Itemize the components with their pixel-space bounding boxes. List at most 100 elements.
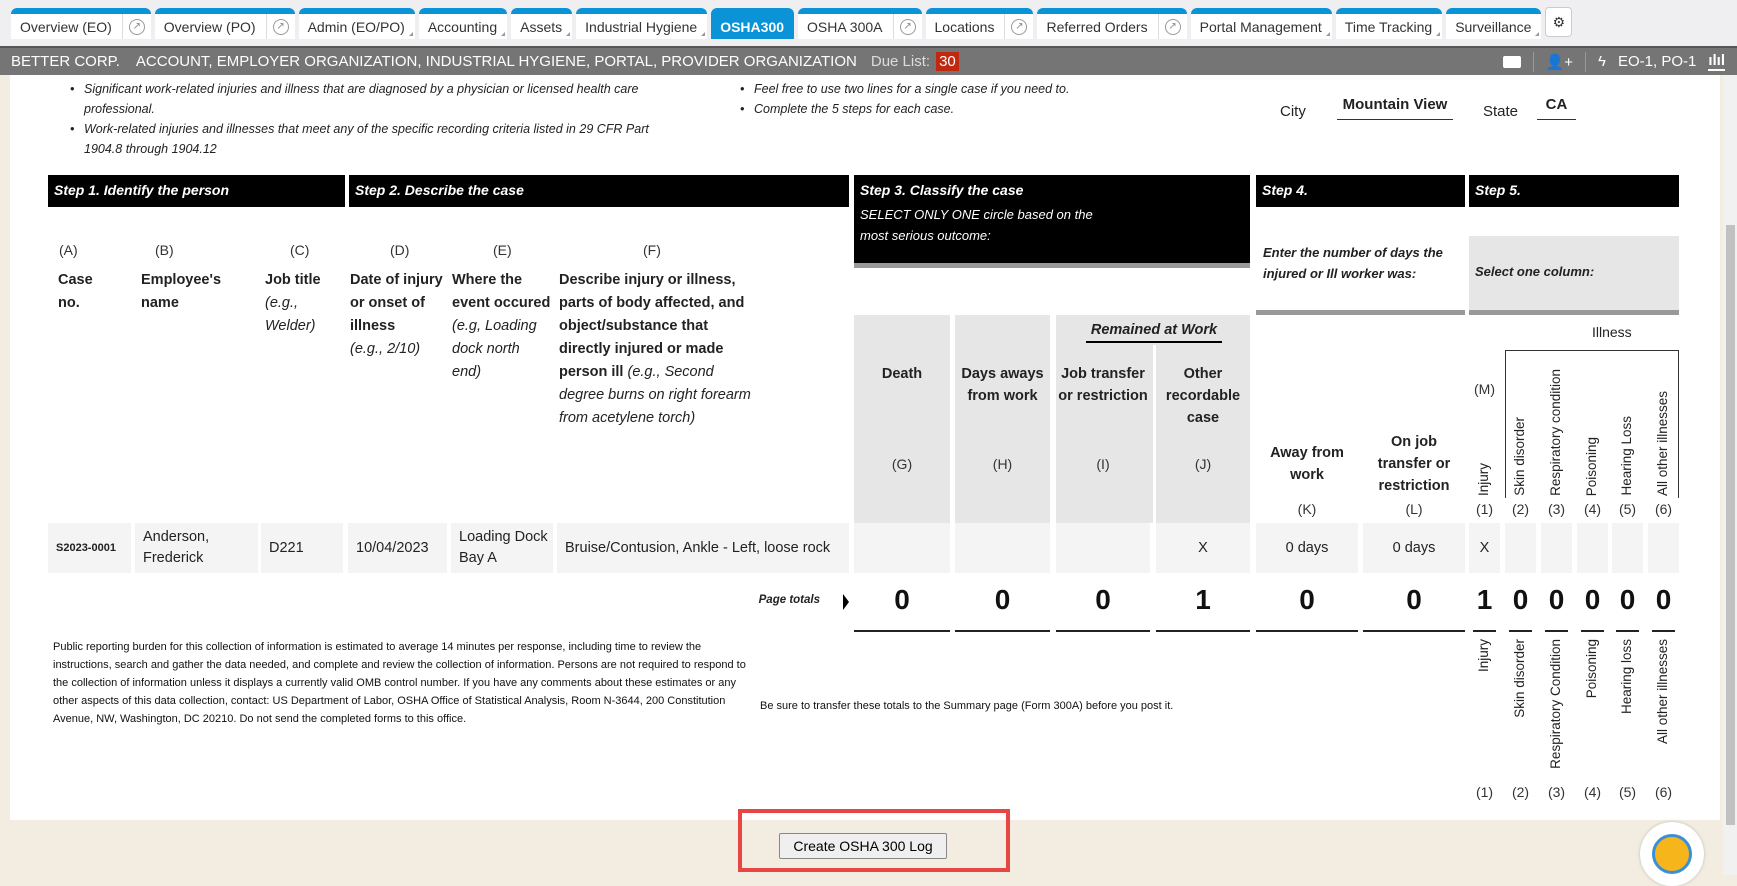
total-type-4: 0: [1584, 584, 1601, 615]
tab-industrial-hygiene[interactable]: Industrial Hygiene: [576, 8, 708, 39]
open-external-icon[interactable]: ↗: [1004, 14, 1033, 39]
total-underline: [1652, 630, 1675, 632]
tab-surveillance[interactable]: Surveillance: [1446, 8, 1542, 39]
footer-type-number: (5): [1618, 784, 1637, 800]
tab-overview-po-[interactable]: Overview (PO) ↗: [154, 8, 295, 39]
scrollbar[interactable]: [1723, 75, 1737, 875]
video-camera-icon[interactable]: [1502, 55, 1521, 68]
illness-label: Illness: [1592, 324, 1632, 340]
footer-type-number: (1): [1475, 784, 1494, 800]
divider: [1585, 51, 1587, 72]
injury-type-header: Hearing Loss: [1619, 416, 1634, 496]
step3-title: Step 3. Classify the case: [860, 182, 1024, 198]
cell-L[interactable]: 0 days: [1363, 523, 1465, 573]
mascot-icon: [1652, 834, 1692, 874]
injury-type-header: All other illnesses: [1655, 391, 1670, 497]
cell-case[interactable]: S2023-0001: [48, 523, 131, 573]
tab-overview-eo-[interactable]: Overview (EO) ↗: [11, 8, 151, 39]
total-type-5: 0: [1619, 584, 1636, 615]
col-letter: (D): [390, 242, 410, 258]
step3-subtitle: SELECT ONLY ONE circle based on the most…: [860, 207, 1093, 243]
cell-I[interactable]: [1056, 523, 1150, 573]
cell-date[interactable]: 10/04/2023: [348, 523, 447, 573]
tab-locations[interactable]: Locations ↗: [925, 8, 1034, 39]
tab-time-tracking[interactable]: Time Tracking: [1335, 8, 1443, 39]
instruction-bullet: Complete the 5 steps for each case.: [740, 99, 1254, 119]
state-field[interactable]: CA: [1537, 96, 1576, 120]
add-user-icon[interactable]: 👤+: [1545, 53, 1574, 71]
open-external-icon[interactable]: ↗: [1157, 14, 1187, 39]
divider: [1469, 310, 1679, 315]
scrollbar-thumb[interactable]: [1726, 225, 1735, 825]
divider: [1532, 51, 1534, 72]
cell-type-6[interactable]: [1648, 523, 1679, 573]
illness-bracket: [1505, 350, 1679, 498]
settings-gear-button[interactable]: ⚙: [1545, 7, 1573, 37]
tab-label: Locations: [934, 18, 995, 35]
cell-job[interactable]: D221: [261, 523, 343, 573]
total-type-1: 1: [1476, 584, 1493, 615]
col-letter: (M): [1474, 381, 1495, 397]
total-underline: [854, 630, 950, 632]
footer-type-number: (2): [1511, 784, 1530, 800]
due-list-count[interactable]: 30: [936, 52, 959, 71]
tab-accounting[interactable]: Accounting: [418, 8, 508, 39]
bar-chart-icon[interactable]: ılıl: [1708, 52, 1725, 71]
total-underline: [1156, 630, 1250, 632]
cell-type-4[interactable]: [1577, 523, 1608, 573]
open-external-icon[interactable]: ↗: [121, 14, 151, 39]
col-letter: (I): [1096, 456, 1110, 472]
tab-label: Overview (EO): [20, 18, 112, 35]
footer-type-number: (3): [1547, 784, 1566, 800]
tab-assets[interactable]: Assets: [511, 8, 573, 39]
col-letter: (B): [155, 242, 174, 258]
tab-referred-orders[interactable]: Referred Orders ↗: [1037, 8, 1187, 39]
col-letter: (J): [1194, 456, 1212, 472]
injury-type-header: Respiratory condition: [1548, 369, 1563, 496]
col-header-date: Date of injury or onset of illness: [350, 272, 443, 334]
total-I: 0: [1095, 584, 1111, 615]
cell-desc[interactable]: Bruise/Contusion, Ankle - Left, loose ro…: [557, 523, 849, 573]
roles-text: ACCOUNT, EMPLOYER ORGANIZATION, INDUSTRI…: [135, 53, 857, 70]
cell-type-1[interactable]: X: [1469, 523, 1500, 573]
tab-label: Time Tracking: [1344, 18, 1433, 35]
cell-G[interactable]: [854, 523, 950, 573]
col-header-describe: Describe injury or illness, parts of bod…: [559, 272, 745, 380]
total-L: 0: [1406, 584, 1422, 615]
cell-H[interactable]: [955, 523, 1050, 573]
instruction-bullet: Significant work-related injuries and il…: [70, 79, 684, 119]
col-letter: (G): [891, 456, 913, 472]
lightning-icon[interactable]: ϟ: [1598, 53, 1606, 70]
open-external-icon[interactable]: ↗: [892, 14, 922, 39]
org-ids[interactable]: EO-1, PO-1: [1617, 53, 1697, 70]
col-letter: (1): [1475, 501, 1494, 517]
cell-J[interactable]: X: [1156, 523, 1250, 573]
tab-label: OSHA 300A: [807, 18, 883, 35]
city-field[interactable]: Mountain View: [1337, 96, 1453, 120]
tab-label: Accounting: [427, 18, 498, 35]
injury-type-header: Skin disorder: [1512, 417, 1527, 496]
cell-name[interactable]: Anderson, Frederick: [135, 523, 258, 573]
col-hint: (e.g., Welder): [265, 295, 316, 334]
cell-where[interactable]: Loading Dock Bay A: [451, 523, 553, 573]
col-letter: (3): [1547, 501, 1566, 517]
cell-type-3[interactable]: [1541, 523, 1572, 573]
create-osha-300-log-button[interactable]: Create OSHA 300 Log: [779, 833, 947, 859]
arrow-icon: [843, 594, 849, 610]
tab-admin-eo-po-[interactable]: Admin (EO/PO): [298, 8, 415, 39]
assistant-mascot-button[interactable]: [1640, 822, 1704, 886]
cell-K[interactable]: 0 days: [1256, 523, 1358, 573]
tab-osha300[interactable]: OSHA300: [711, 8, 795, 39]
open-external-icon[interactable]: ↗: [265, 14, 295, 39]
col-letter: (C): [290, 242, 310, 258]
footer-type-label: Respiratory Condition: [1548, 639, 1563, 769]
col-h-bg: [955, 315, 1050, 523]
tab-portal-management[interactable]: Portal Management: [1190, 8, 1332, 39]
tab-label: Surveillance: [1455, 18, 1532, 35]
divider: [1256, 310, 1465, 315]
total-underline: [1581, 630, 1604, 632]
cell-type-5[interactable]: [1612, 523, 1643, 573]
tab-osha-300a[interactable]: OSHA 300A ↗: [798, 8, 922, 39]
cell-type-2[interactable]: [1505, 523, 1536, 573]
total-underline: [1545, 630, 1568, 632]
